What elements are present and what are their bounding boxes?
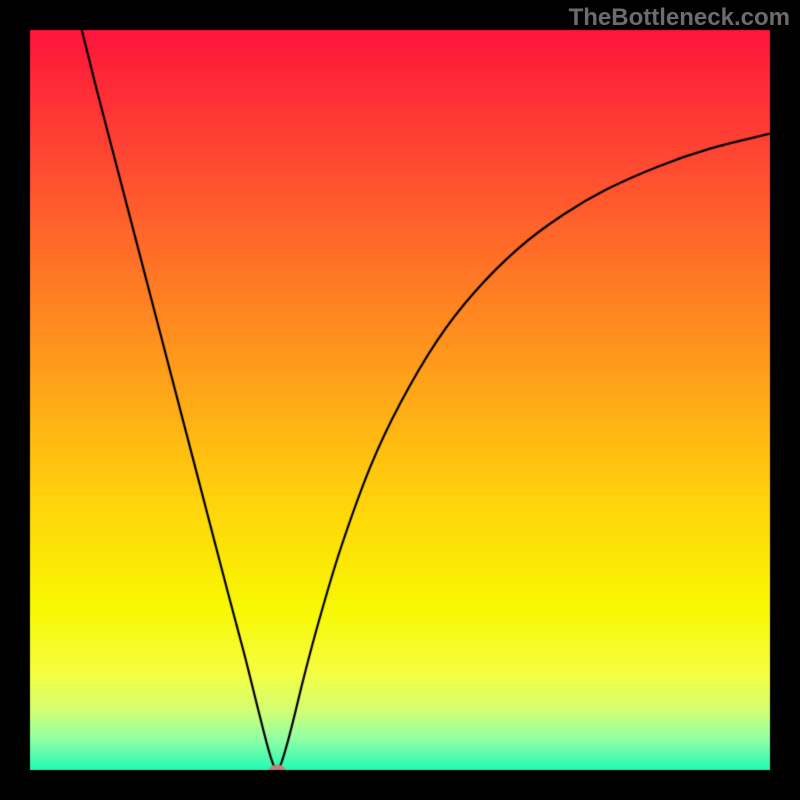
watermark-text: TheBottleneck.com (569, 4, 790, 32)
chart-container: TheBottleneck.com (0, 0, 800, 800)
bottleneck-curve-chart (0, 0, 800, 800)
